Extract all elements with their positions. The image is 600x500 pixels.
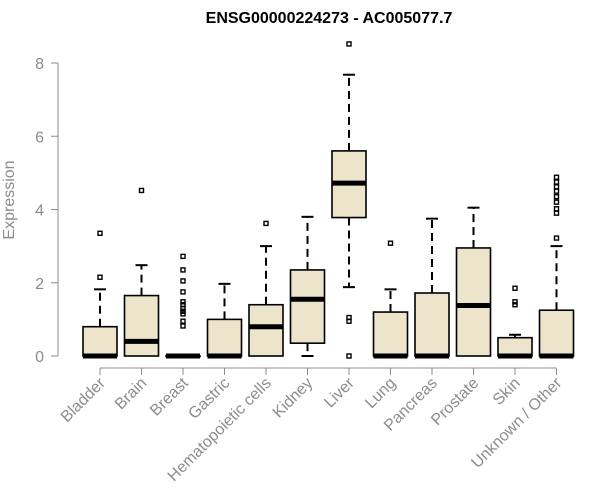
outlier-point [180, 253, 186, 260]
box-body [206, 318, 243, 357]
y-tick-label: 8 [35, 56, 44, 73]
box-liver [331, 41, 367, 359]
outlier-point [180, 323, 186, 329]
outlier-point [97, 230, 103, 237]
outlier-point [138, 187, 145, 194]
y-tick-label: 2 [35, 276, 44, 293]
y-axis: 0 2 4 6 8 [35, 56, 59, 366]
box-lung [372, 240, 409, 359]
box-body [82, 325, 118, 357]
x-tick-label: Skin [490, 375, 524, 409]
x-tick-label: Kidney [270, 375, 317, 422]
x-tick-label: Bladder [58, 374, 109, 425]
box-body [248, 303, 284, 357]
outlier-point [180, 299, 186, 305]
outlier-point [346, 41, 352, 47]
outlier-point [180, 308, 186, 315]
box-skin [497, 285, 533, 359]
box-group [82, 41, 575, 359]
y-tick-label: 4 [35, 203, 44, 220]
chart-title: ENSG00000224273 - AC005077.7 [206, 10, 453, 27]
outlier-point [553, 206, 560, 212]
outlier-point [512, 299, 518, 305]
box-hematopoietic-cells [248, 220, 284, 357]
x-tick-label: Brain [112, 375, 150, 413]
x-tick-label: Liver [321, 374, 358, 411]
outlier-point [180, 289, 186, 295]
y-tick-label: 6 [35, 129, 44, 146]
box-bladder [82, 230, 118, 359]
outlier-point [180, 267, 186, 273]
box-body [538, 309, 575, 357]
y-tick-label: 0 [35, 349, 44, 366]
outlier-point [263, 220, 269, 227]
box-pancreas [414, 217, 450, 359]
outlier-point [346, 314, 352, 321]
y-axis-label: Expression [1, 160, 18, 239]
box-prostate [455, 206, 492, 357]
box-kidney [289, 215, 326, 357]
x-tick-label: Breast [147, 374, 192, 419]
outlier-point [553, 210, 560, 216]
box-body [455, 247, 492, 357]
box-body [372, 311, 409, 357]
box-breast [165, 253, 201, 359]
box-body [123, 294, 160, 357]
outlier-point [387, 240, 394, 246]
outlier-point [553, 174, 560, 180]
x-tick-label: Lung [362, 375, 399, 412]
outlier-point [553, 193, 560, 200]
outlier-point [180, 302, 186, 308]
box-unknown-other [538, 174, 575, 359]
outlier-point [180, 318, 186, 324]
box-body [414, 292, 450, 357]
outlier-point [553, 235, 560, 241]
box-gastric [206, 282, 243, 359]
box-brain [123, 187, 160, 357]
outlier-point [512, 302, 518, 308]
outlier-point [512, 285, 518, 291]
outlier-point [553, 188, 560, 194]
outlier-point [97, 274, 103, 280]
box-body [289, 269, 326, 344]
outlier-point [553, 184, 560, 190]
outlier-point [346, 353, 352, 359]
outlier-point [553, 179, 560, 185]
outlier-point [180, 278, 186, 284]
box-body [497, 336, 533, 357]
outlier-point [553, 199, 560, 205]
